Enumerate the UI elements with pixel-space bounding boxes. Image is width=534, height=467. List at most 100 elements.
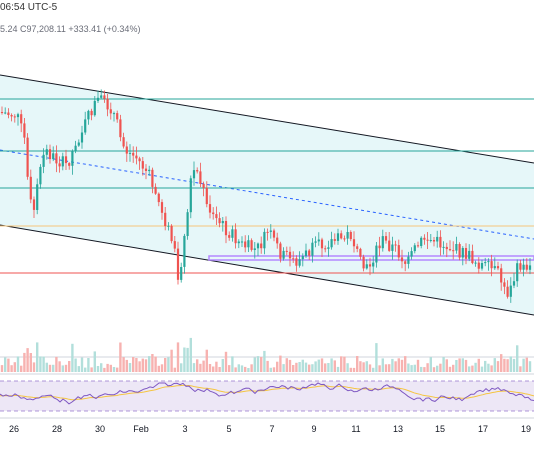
volume-bar [340,356,343,372]
x-tick-label: 13 [393,424,403,434]
volume-bar [272,367,276,372]
rsi-band [0,381,534,411]
volume-bar [516,345,519,372]
x-tick-label: 9 [311,424,316,434]
volume-bar [464,359,468,372]
candle-body [23,123,26,138]
candle-body [196,170,199,172]
volume-bar [420,366,423,372]
volume-bar [52,364,55,372]
candle-body [80,132,84,143]
volume-bar [471,365,474,372]
candle-body [64,156,68,164]
candle-body [420,237,423,246]
candle-body [4,112,7,114]
volume-bar [68,361,71,372]
volume-bar [484,360,487,372]
candle-body [263,231,266,249]
volume-bar [32,362,36,372]
volume-bar [234,367,237,372]
candle-body [461,248,464,258]
candle-body [493,266,496,269]
candle-body [221,221,224,224]
volume-bar [480,366,484,372]
candle-body [256,243,260,249]
volume-bar [192,363,196,372]
candle-body [381,236,384,249]
x-tick-label: Feb [133,424,149,434]
candle-body [106,98,109,110]
volume-bar [221,359,224,372]
candle-body [183,235,186,267]
candle-body [426,239,429,241]
channel-upper-line [0,74,534,164]
candle-body [400,257,404,262]
volume-bar [426,363,429,372]
volume-bar [311,364,314,372]
candle-body [154,186,157,194]
volume-bar [183,347,186,372]
candle-body [170,225,173,242]
candle-body [240,241,244,243]
candle-body [100,95,103,98]
candle-body [119,119,122,138]
volume-bar [448,366,452,372]
volume-bar [20,365,23,372]
volume-bar [372,367,375,372]
volume-bar [212,366,215,372]
volume-bar [423,367,426,372]
volume-bar [429,357,432,372]
candle-body [448,249,452,251]
candle-body [464,248,468,259]
volume-bar [381,358,384,372]
candle-body [0,112,4,113]
candle-body [346,232,349,239]
candle-body [512,281,516,286]
candle-body [298,259,301,266]
volume-bar [125,359,128,372]
volume-bar [468,366,471,372]
candle-body [397,245,400,258]
volume-bar [0,365,4,372]
volume-bar [477,358,480,372]
x-tick-label: 26 [9,424,19,434]
volume-bar [55,356,58,372]
candle-body [58,163,61,167]
volume-bar [333,360,336,372]
volume-bar [109,364,112,372]
volume-bar [103,367,106,372]
volume-bar [61,365,64,372]
volume-bar [288,359,292,372]
volume-bar [39,356,42,372]
candle-body [416,245,420,247]
volume-bar [164,358,167,372]
volume-bar [237,364,240,372]
volume-bar [26,348,29,372]
candle-body [276,237,279,244]
volume-bar [157,365,160,372]
candle-body [311,242,314,256]
candle-body [282,250,285,259]
candle-body [160,202,164,213]
candle-body [292,258,295,260]
volume-bar [144,359,148,372]
candle-body [138,158,141,162]
candle-body [224,221,228,236]
volume-bar [528,361,532,372]
volume-bar [445,359,448,372]
candle-body [432,240,436,242]
volume-bar [442,357,445,372]
candle-body [237,241,240,244]
candle-body [122,137,125,147]
volume-bar [292,365,295,372]
candle-body [445,246,448,250]
candle-body [176,248,180,280]
candle-body [301,256,304,260]
candle-body [128,152,132,154]
volume-bar [260,357,263,372]
volume-bar [304,362,308,372]
volume-bar [432,367,436,372]
volume-bar [218,367,221,372]
